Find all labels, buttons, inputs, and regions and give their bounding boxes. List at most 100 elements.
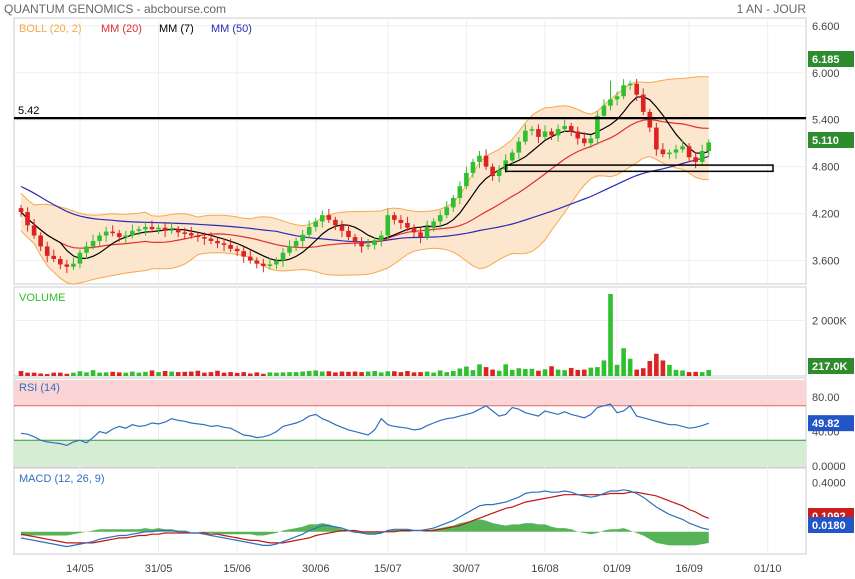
candle-body [280,252,286,261]
candle-body [326,215,332,220]
candle-body [202,237,207,239]
candle-body [562,125,567,130]
volume-bar [385,371,391,376]
volume-bar [202,372,207,376]
candle-body [215,240,220,244]
x-tick-label: 01/09 [603,563,631,575]
volume-bar [562,370,567,376]
axes-labels: 3.600 4.200 4.800 5.400 6.000 6.600 14/05 31/05… [66,21,847,575]
candle-body [149,226,155,230]
rsi-tick-label: 0.0000 [812,461,846,473]
volume-bar [575,369,581,376]
candle-body [352,237,358,242]
macd-histogram [21,519,709,546]
candle-body [110,231,115,234]
volume-bar [169,371,174,376]
candle-body [320,215,325,222]
volume-bar [97,372,102,376]
volume-bar [582,369,587,376]
candle-body [457,186,463,198]
volume-badge-bg [808,358,854,374]
rsi-tick-label: 80.00 [812,392,840,404]
volume-bar [601,360,607,376]
volume-bar [509,369,515,376]
volume-bar [326,371,332,376]
panel-frames [13,17,807,555]
candle-body [549,131,554,136]
candle-body [241,251,246,257]
volume-bar [627,358,633,376]
candle-body [575,131,581,139]
candles [18,79,712,274]
candle-body [555,129,561,136]
volume-bar [77,371,83,376]
macd-label: MACD (12, 26, 9) [19,473,105,485]
volume-bar [477,364,482,376]
volume-bar [457,368,463,376]
candle-body [365,244,371,247]
volume-label: VOLUME [19,292,65,304]
candle-body [25,212,30,226]
volume-bar [293,372,299,376]
price-tick-label: 4.200 [812,209,840,221]
x-tick-label: 15/07 [374,563,402,575]
x-tick-label: 16/08 [531,563,559,575]
candle-body [156,227,161,230]
rsi-badge-bg [808,415,854,432]
volume-bar [38,373,43,376]
volume-bar [542,369,548,376]
candle-body [667,152,672,155]
volume-bar [398,372,404,376]
close-price-badge-bg [808,132,854,148]
volume-bar [31,372,37,376]
mm7-line [20,96,709,262]
x-tick-label: 15/06 [223,563,251,575]
volume-bar [162,370,168,376]
volume-bar [254,372,260,376]
volume-bar [333,372,338,376]
volume-bar [490,369,495,376]
candle-body [77,252,83,264]
volume-bar [503,364,508,376]
candle-body [84,246,89,253]
volume-bar [90,370,96,376]
candle-body [464,172,469,187]
x-tick-label: 01/10 [754,563,782,575]
price-tick-label: 4.800 [812,162,840,174]
candle-body [44,246,50,256]
volume-bar [595,367,600,376]
volume-bars [18,294,712,376]
candle-body [254,260,260,264]
candle-body [372,240,377,245]
volume-bar [208,372,214,376]
macd-signal-line [20,491,710,544]
timeframe-label[interactable]: 1 AN - JOUR [737,2,807,16]
candle-body [516,141,522,153]
volume-bar [634,369,639,376]
price-panel-frame [13,17,807,285]
candle-body [398,219,404,223]
candle-body [287,246,292,253]
candle-body [31,225,37,236]
volume-bar [673,369,679,376]
volume-bar [58,372,63,376]
candle-body [483,155,489,167]
candle-body [509,152,515,161]
candle-body [378,235,384,241]
volume-bar [686,372,692,376]
volume-bar [116,372,122,376]
volume-bar [247,373,253,376]
volume-bar [372,370,377,376]
candle-body [293,240,299,247]
x-tick-label: 16/09 [675,563,703,575]
candle-body [58,258,63,265]
chart-title: QUANTUM GENOMICS - abcbourse.com [4,2,226,16]
candle-body [582,138,587,144]
candle-body [195,235,201,238]
candle-body [523,130,528,142]
volume-bar [306,370,312,376]
candle-body [470,161,476,173]
candle-body [451,197,456,208]
volume-bar [693,371,698,376]
